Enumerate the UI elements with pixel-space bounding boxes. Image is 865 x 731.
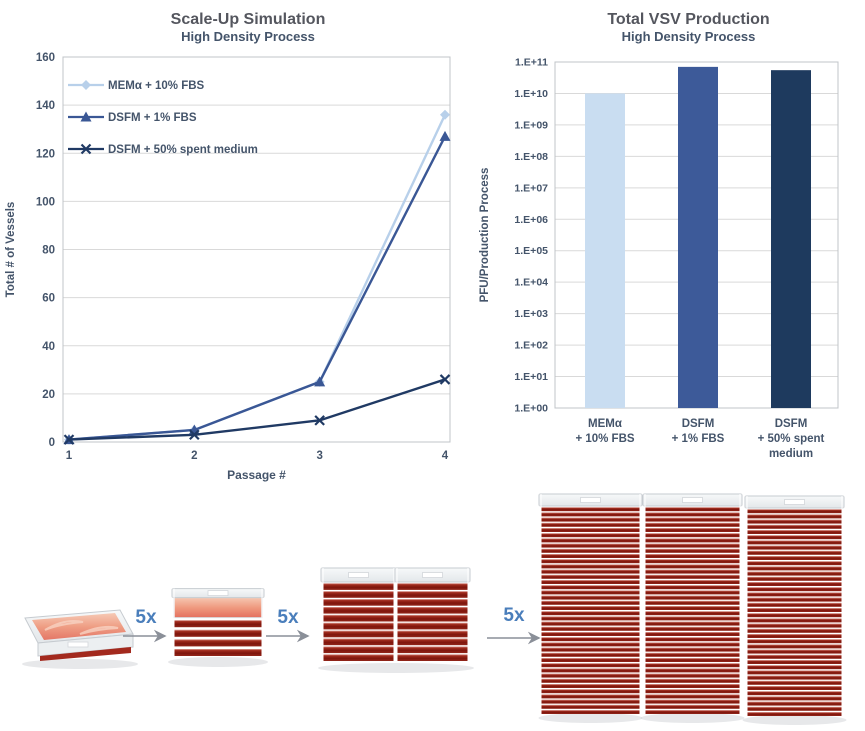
ten-layer-stack <box>394 567 471 661</box>
svg-text:5x: 5x <box>277 607 299 628</box>
scale-arrow: 5x <box>487 605 541 645</box>
svg-text:MEMα + 10% FBS: MEMα + 10% FBS <box>108 80 205 92</box>
svg-text:1.E+06: 1.E+06 <box>514 214 548 226</box>
svg-text:1.E+01: 1.E+01 <box>514 371 548 383</box>
svg-text:40: 40 <box>42 341 55 353</box>
triangle-marker <box>314 376 326 387</box>
svg-text:1.E+04: 1.E+04 <box>514 277 548 289</box>
svg-text:DSFM+ 1% FBS: DSFM + 1% FBS <box>672 418 725 445</box>
svg-text:5x: 5x <box>135 607 157 628</box>
line-series <box>63 374 451 445</box>
ten-layer-stack <box>320 567 397 661</box>
svg-text:2: 2 <box>191 450 197 462</box>
forty-layer-tower <box>744 495 845 716</box>
svg-text:DSFM + 1% FBS: DSFM + 1% FBS <box>108 112 197 124</box>
forty-layer-tower <box>538 493 643 714</box>
scale-up-chart-panel: Scale-Up Simulation High Density Process… <box>0 0 470 490</box>
diamond-marker <box>81 80 91 90</box>
svg-text:1.E+10: 1.E+10 <box>514 88 548 100</box>
svg-text:100: 100 <box>36 196 55 208</box>
svg-text:PFU/Production Process: PFU/Production Process <box>479 168 491 303</box>
svg-text:1.E+05: 1.E+05 <box>514 245 548 257</box>
svg-text:1.E+09: 1.E+09 <box>514 119 548 131</box>
svg-text:120: 120 <box>36 148 55 160</box>
svg-text:Passage #: Passage # <box>227 468 286 482</box>
svg-text:MEMα+ 10% FBS: MEMα + 10% FBS <box>575 418 634 445</box>
svg-text:Total # of Vessels: Total # of Vessels <box>5 202 17 298</box>
right-chart-title: Total VSV Production <box>607 11 770 28</box>
vessel-shadow <box>168 657 268 667</box>
left-chart-title: Scale-Up Simulation <box>170 11 326 28</box>
svg-text:1.E+11: 1.E+11 <box>515 57 548 69</box>
line-chart: 0 20 40 60 80 100 120 140 160 1 2 3 4 Passage # Total … <box>5 52 451 482</box>
plot-border <box>62 56 451 443</box>
vessel-shadow <box>538 713 643 723</box>
svg-text:60: 60 <box>42 293 55 305</box>
bar <box>678 66 718 408</box>
svg-text:140: 140 <box>36 100 55 112</box>
svg-text:DSFM + 50% spent medium: DSFM + 50% spent medium <box>108 144 258 156</box>
triangle-marker <box>80 111 92 122</box>
single-layer-tray <box>24 609 134 661</box>
bar-chart: 1.E+00 1.E+01 1.E+02 1.E+03 1.E+04 1.E+05 1.E+… <box>479 57 839 460</box>
right-chart-subtitle: High Density Process <box>621 29 756 44</box>
svg-text:80: 80 <box>42 245 55 257</box>
vessel-scaleup-graphic: 5x 5x 5x <box>22 493 847 725</box>
triangle-marker <box>439 130 451 141</box>
vessel-shadow <box>22 659 138 669</box>
bar <box>585 93 625 409</box>
svg-text:3: 3 <box>316 450 322 462</box>
svg-text:1.E+00: 1.E+00 <box>514 403 548 415</box>
svg-text:1.E+08: 1.E+08 <box>514 151 548 163</box>
left-chart-subtitle: High Density Process <box>181 29 315 44</box>
forty-layer-tower <box>642 493 743 714</box>
svg-text:0: 0 <box>49 437 55 449</box>
five-layer-stack <box>171 588 265 656</box>
vessel-shadow <box>742 715 847 725</box>
legend: MEMα + 10% FBS DSFM + 1% FBS DSFM + 50% sp… <box>68 80 258 156</box>
scale-up-illustration: 5x 5x 5x <box>0 490 865 731</box>
svg-text:20: 20 <box>42 389 55 401</box>
svg-text:1.E+07: 1.E+07 <box>514 182 548 194</box>
vessel-shadow <box>640 713 745 723</box>
scale-arrow: 5x <box>266 607 310 643</box>
bars <box>585 66 811 409</box>
bar <box>771 70 811 408</box>
svg-text:4: 4 <box>442 450 449 462</box>
vessel-shadow <box>318 663 474 673</box>
svg-text:1.E+03: 1.E+03 <box>514 308 548 320</box>
vsv-production-chart-panel: Total VSV Production High Density Proces… <box>470 0 865 490</box>
scale-arrow: 5x <box>123 607 167 643</box>
diamond-marker <box>440 109 450 120</box>
svg-text:1.E+02: 1.E+02 <box>514 340 548 352</box>
svg-text:160: 160 <box>36 52 55 64</box>
svg-text:1: 1 <box>66 450 73 462</box>
svg-text:5x: 5x <box>503 605 525 626</box>
